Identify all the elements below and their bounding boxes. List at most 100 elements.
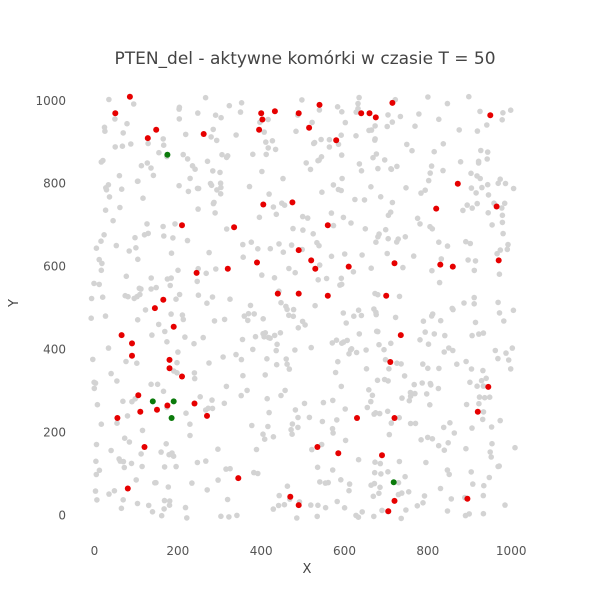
- inactive-cell-point: [362, 226, 369, 232]
- inactive-cell-point: [176, 116, 183, 122]
- inactive-cell-point: [394, 360, 400, 367]
- inactive-cell-point: [449, 305, 456, 312]
- inactive-cell-point: [480, 330, 487, 336]
- inactive-cell-point: [429, 436, 436, 442]
- inactive-cell-point: [372, 410, 379, 416]
- inactive-cell-point: [314, 239, 320, 246]
- inactive-cell-point: [486, 474, 493, 481]
- inactive-cell-point: [504, 246, 511, 253]
- inactive-cell-point: [499, 219, 506, 226]
- inactive-cell-point: [128, 141, 134, 147]
- inactive-cell-point: [405, 489, 412, 495]
- inactive-cell-point: [223, 466, 229, 472]
- inactive-cell-point: [509, 345, 516, 351]
- inactive-cell-point: [384, 123, 391, 130]
- inactive-cell-point: [374, 377, 381, 384]
- inactive-cell-point: [202, 407, 209, 413]
- active-cell-point-red: [333, 137, 340, 144]
- inactive-cell-point: [187, 421, 193, 428]
- inactive-cell-point: [168, 311, 174, 317]
- inactive-cell-point: [338, 275, 345, 282]
- inactive-cell-point: [307, 166, 314, 173]
- active-cell-point-red: [204, 412, 210, 419]
- inactive-cell-point: [263, 151, 270, 158]
- inactive-cell-point: [497, 417, 504, 424]
- inactive-cell-point: [435, 442, 442, 449]
- inactive-cell-point: [116, 456, 122, 462]
- active-cell-point-red: [258, 110, 265, 117]
- inactive-cell-point: [319, 418, 326, 425]
- inactive-cell-point: [120, 398, 126, 405]
- inactive-cell-point: [241, 313, 248, 319]
- inactive-cell-point: [134, 360, 140, 367]
- inactive-cell-point: [88, 295, 95, 302]
- inactive-cell-point: [339, 340, 345, 347]
- x-axis-ticks: 0 200 400 600 800 1000: [91, 544, 527, 558]
- inactive-cell-point: [98, 238, 104, 244]
- inactive-cell-point: [88, 315, 94, 322]
- inactive-cell-point: [355, 456, 362, 463]
- active-cell-point-red: [354, 415, 360, 421]
- inactive-cell-point: [395, 479, 402, 486]
- inactive-cell-point: [223, 226, 230, 232]
- inactive-cell-point: [379, 507, 385, 514]
- inactive-cell-point: [176, 182, 182, 189]
- inactive-cell-point: [440, 167, 446, 174]
- inactive-cell-point: [389, 119, 396, 125]
- inactive-cell-point: [447, 420, 453, 426]
- inactive-cell-point: [476, 331, 482, 337]
- inactive-cell-point: [403, 507, 409, 513]
- active-cell-point-red: [493, 203, 500, 210]
- inactive-cell-point: [301, 400, 308, 407]
- inactive-cell-point: [350, 269, 357, 275]
- inactive-cell-point: [344, 337, 351, 344]
- inactive-cell-point: [114, 378, 120, 384]
- inactive-cell-point: [407, 393, 414, 400]
- inactive-cell-point: [412, 123, 418, 129]
- inactive-cell-point: [377, 484, 383, 491]
- inactive-cell-point: [316, 262, 323, 268]
- inactive-cell-point: [346, 481, 353, 487]
- inactive-cell-point: [262, 372, 269, 378]
- inactive-cell-point: [203, 458, 209, 464]
- inactive-cell-point: [184, 515, 190, 521]
- inactive-cell-point: [234, 512, 240, 519]
- inactive-cell-point: [271, 332, 278, 339]
- inactive-cell-point: [427, 402, 433, 408]
- inactive-cell-point: [274, 341, 280, 348]
- inactive-cell-point: [269, 138, 276, 144]
- inactive-cell-point: [292, 407, 299, 413]
- inactive-cell-point: [454, 361, 460, 368]
- inactive-cell-point: [309, 119, 315, 126]
- inactive-cell-point: [384, 408, 391, 415]
- inactive-cell-point: [470, 481, 476, 487]
- inactive-cell-point: [330, 430, 336, 436]
- inactive-cell-point: [497, 247, 504, 253]
- inactive-cell-point: [195, 206, 201, 212]
- inactive-cell-point: [106, 96, 112, 103]
- inactive-cell-point: [106, 194, 113, 200]
- inactive-cell-point: [423, 459, 429, 466]
- inactive-cell-point: [467, 379, 473, 386]
- inactive-cell-point: [158, 449, 164, 455]
- active-cell-point-red: [179, 222, 185, 229]
- inactive-cell-point: [484, 149, 491, 155]
- inactive-cell-point: [105, 182, 112, 188]
- inactive-cell-point: [392, 314, 399, 321]
- inactive-cell-point: [339, 109, 345, 115]
- inactive-cell-point: [240, 241, 246, 248]
- inactive-cell-point: [192, 166, 198, 172]
- inactive-cell-point: [299, 97, 305, 103]
- inactive-cell-point: [468, 469, 475, 475]
- inactive-cell-point: [411, 381, 418, 388]
- active-cell-point-red: [129, 352, 135, 359]
- inactive-cell-point: [134, 317, 141, 323]
- inactive-cell-point: [131, 295, 137, 302]
- inactive-cell-point: [161, 497, 168, 504]
- inactive-cell-point: [382, 356, 389, 363]
- active-cell-point-red: [385, 508, 392, 515]
- active-cell-point-red: [433, 205, 440, 212]
- inactive-cell-point: [340, 310, 347, 316]
- x-tick-label: 200: [166, 544, 189, 558]
- inactive-cell-point: [271, 275, 278, 281]
